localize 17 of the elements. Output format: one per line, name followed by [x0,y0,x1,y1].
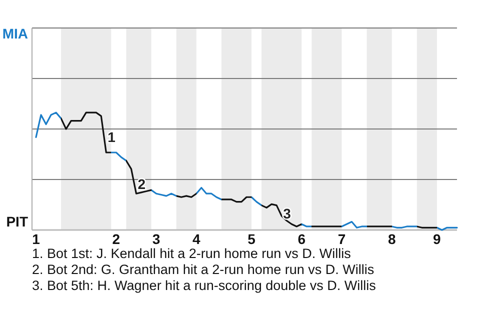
annotation: 3 [283,205,292,222]
text: 1. Bot 1st: J. Kendall hit a 2-run home run vs D. Willis [32,246,352,261]
x-tick-label: 8 [388,231,396,247]
x-tick-label: 5 [248,231,256,247]
x-tick-label: 7 [338,231,346,247]
text: MIA [2,26,28,42]
annotation: 1 [108,128,116,145]
text: PIT [6,214,28,230]
x-tick-label: 9 [433,231,442,247]
text: 2. Bot 2nd: G. Grantham hit a 2-run home run vs D. Willis [32,262,374,277]
x-tick-label: 1 [32,231,40,247]
x-tick-label: 3 [152,231,160,247]
x-tick-label: 4 [192,231,200,247]
annotation: 2 [138,176,146,192]
x-tick-label: 2 [112,231,120,247]
text: 3. Bot 5th: H. Wagner hit a run-scoring double vs D. Willis [32,278,376,293]
x-tick-label: 6 [298,231,306,247]
